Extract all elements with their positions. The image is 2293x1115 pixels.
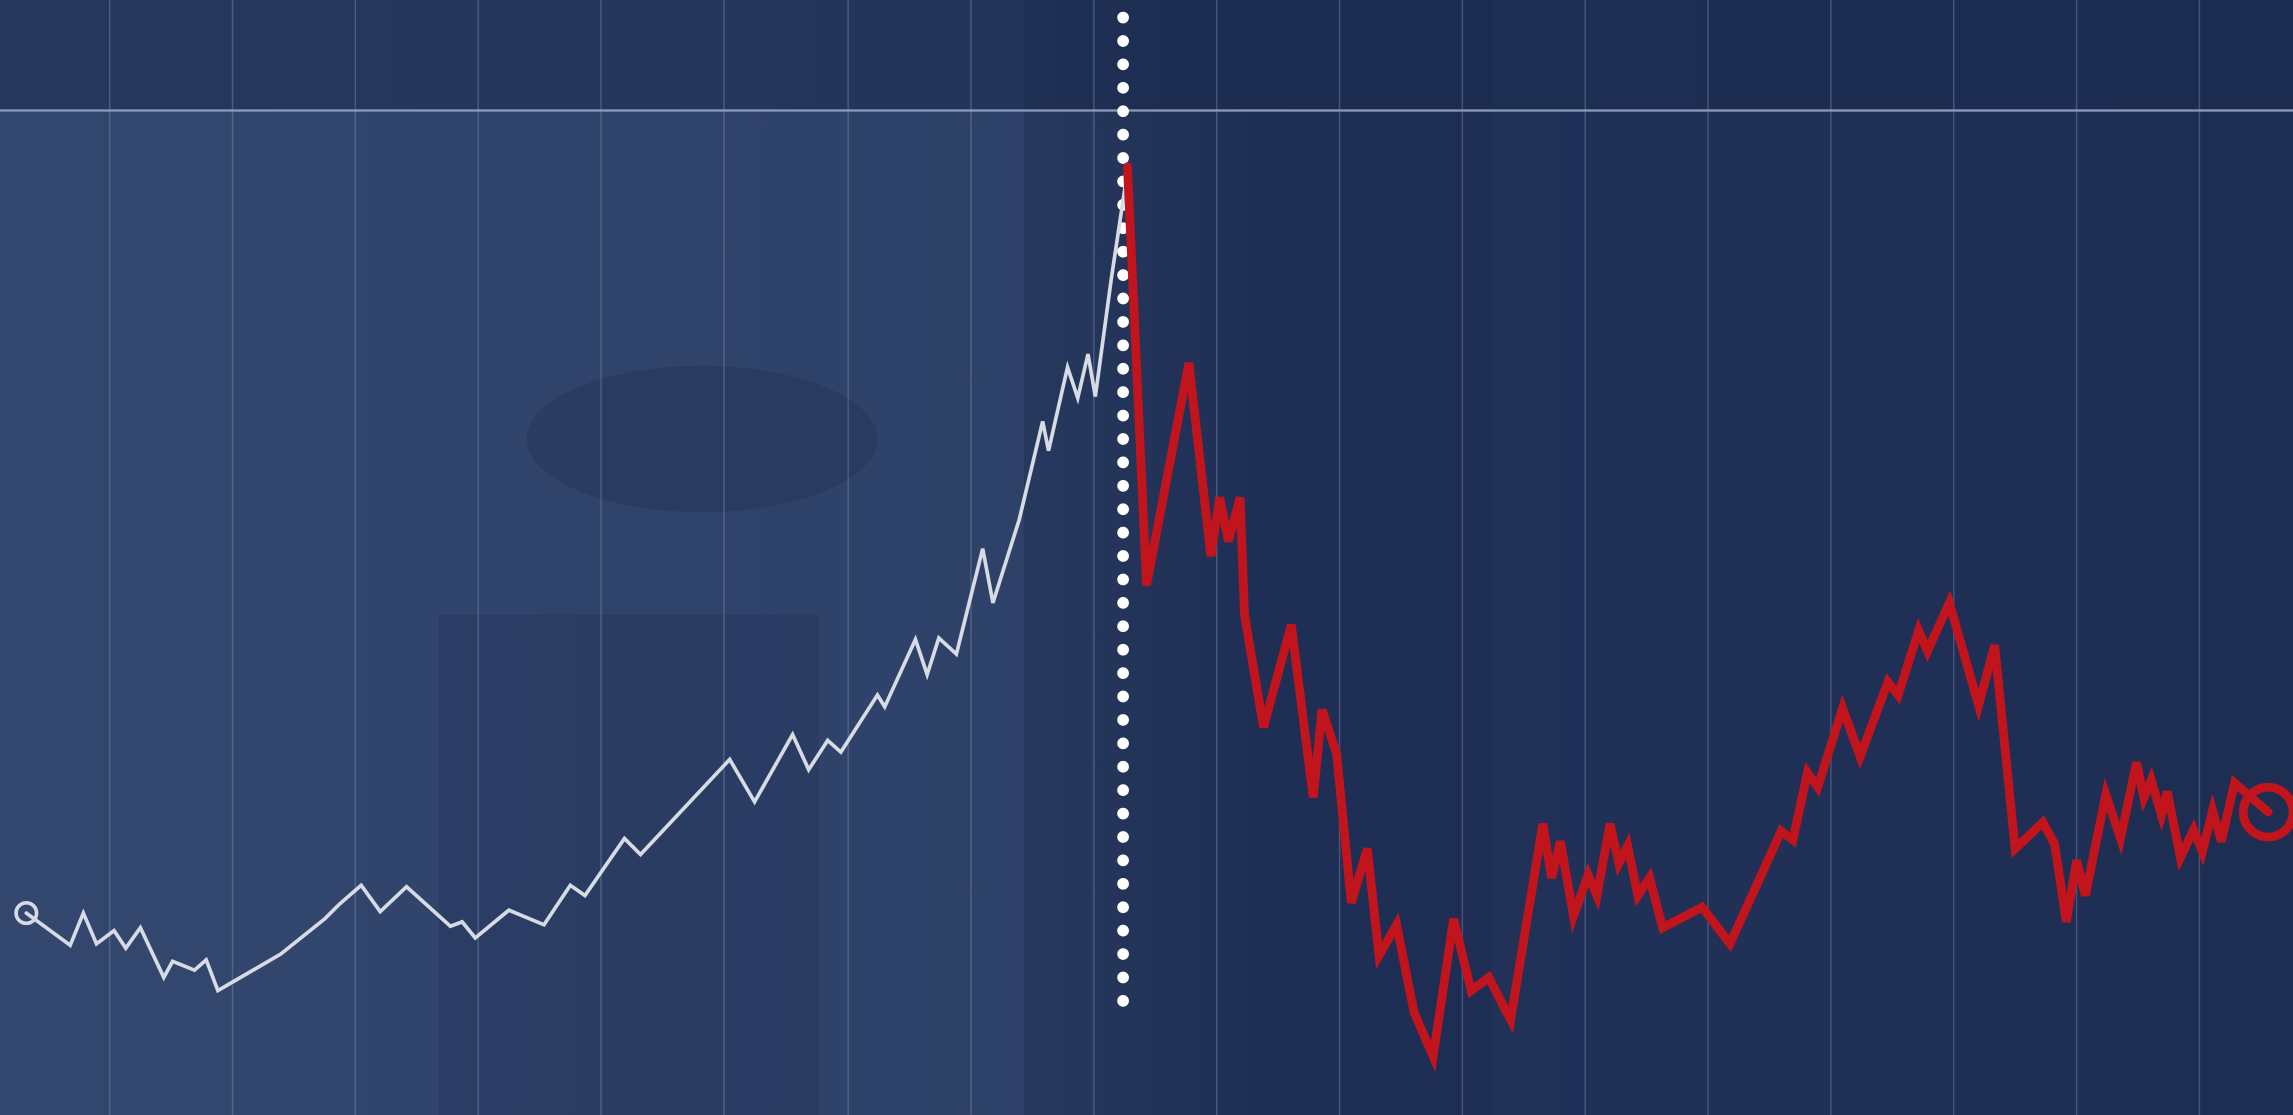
top-band [0,0,2293,110]
photo-shape [526,365,878,513]
plot [14,0,2293,1115]
series-line [24,169,1130,994]
series-line [1123,162,2273,1073]
photo-shape [438,614,819,1115]
start-marker [14,900,39,926]
end-marker [2238,782,2293,842]
photo-shape [1023,0,1492,1115]
